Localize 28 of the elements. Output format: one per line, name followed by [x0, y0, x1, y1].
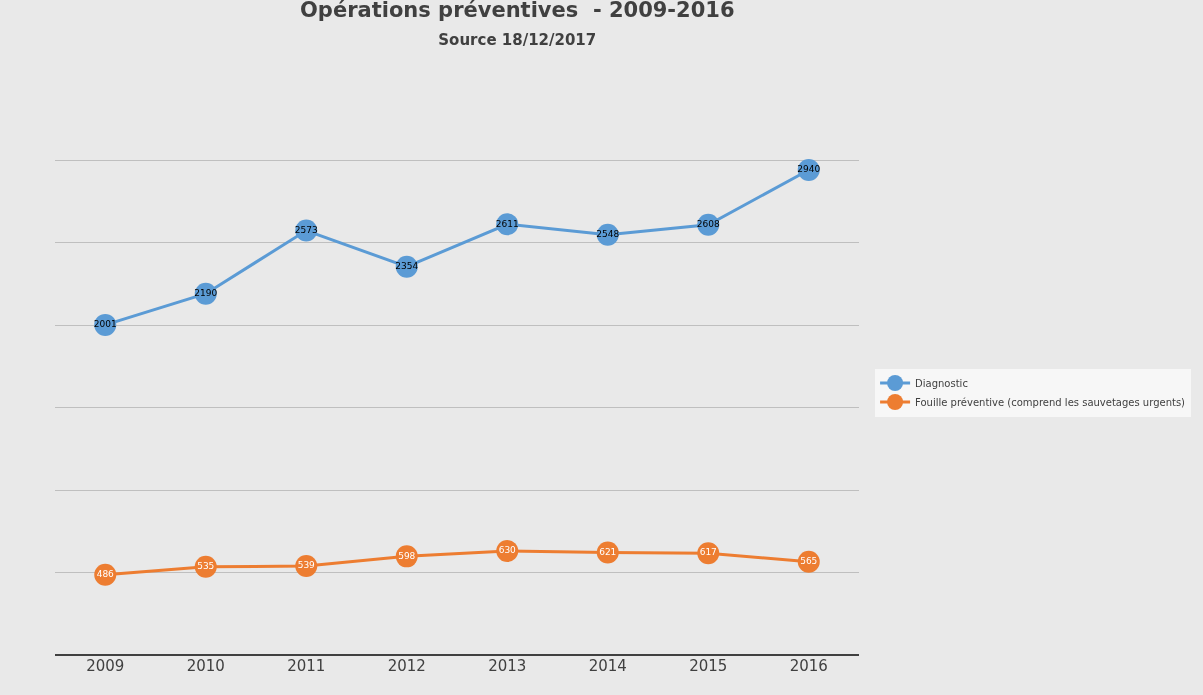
data-label: 2940	[797, 164, 821, 175]
x-tick-label: 2015	[689, 657, 728, 675]
chart-subtitle: Source 18/12/2017	[438, 30, 597, 49]
data-label: 617	[699, 547, 717, 558]
x-tick-label: 2014	[588, 657, 627, 675]
x-tick-label: 2016	[789, 657, 828, 675]
data-label: 2611	[495, 218, 519, 229]
data-label: 539	[297, 560, 316, 571]
data-label: 621	[599, 546, 617, 557]
data-label: 535	[197, 560, 215, 571]
legend-label: Fouille préventive (comprend les sauvetages urgents)	[915, 396, 1186, 408]
x-tick-label: 2010	[186, 657, 225, 675]
x-tick-label: 2012	[387, 657, 426, 675]
x-tick-label: 2009	[86, 657, 125, 675]
data-label: 565	[800, 556, 818, 567]
legend-label: Diagnostic	[915, 377, 968, 389]
x-tick-label: 2013	[488, 657, 527, 675]
data-label: 2548	[596, 228, 620, 239]
data-label: 2354	[395, 260, 419, 271]
data-label: 598	[398, 550, 416, 561]
data-label: 630	[498, 545, 517, 556]
data-label: 2190	[194, 287, 218, 298]
data-label: 2001	[93, 319, 117, 330]
chart-title: Opérations préventives - 2009-2016	[300, 0, 735, 23]
data-label: 2608	[696, 219, 720, 230]
data-label: 486	[96, 569, 115, 580]
x-tick-label: 2011	[287, 657, 326, 675]
data-label: 2573	[294, 224, 318, 235]
